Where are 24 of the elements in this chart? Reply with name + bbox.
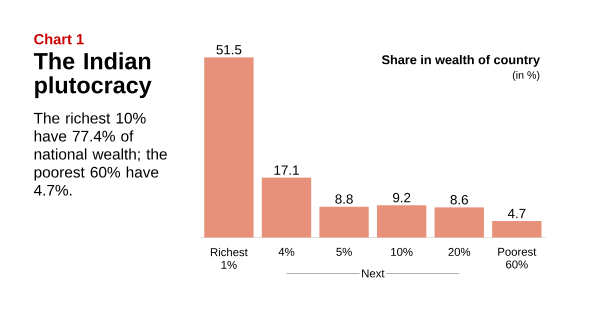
bar xyxy=(434,208,484,238)
data-label: 51.5 xyxy=(216,45,242,55)
x-tick-label: 10% xyxy=(391,248,413,256)
annotation: (in %) xyxy=(512,71,540,82)
data-label: 9.2 xyxy=(393,193,410,203)
bar xyxy=(204,58,254,238)
chart-title: The Indian plutocracy xyxy=(34,52,152,98)
annotation: Share in wealth of country xyxy=(382,55,540,68)
data-label: 4.7 xyxy=(508,209,526,218)
data-label: 8.6 xyxy=(450,195,468,205)
text: Next xyxy=(362,270,384,278)
x-tick-label: 4% xyxy=(278,248,294,256)
x-tick-label: 5% xyxy=(336,248,352,256)
x-tick-label: 20% xyxy=(448,248,470,256)
x-tick-label: Richest 1% xyxy=(210,248,248,270)
text: Chart 1 xyxy=(34,34,84,45)
bar xyxy=(376,206,426,238)
bar xyxy=(492,221,542,238)
text: The richest 10% have 77.4% of national wealth; the poorest 60% have 4.7%. xyxy=(34,112,167,196)
data-label: 8.8 xyxy=(335,194,353,204)
x-tick-label: Poorest 60% xyxy=(498,248,536,269)
bar xyxy=(262,178,312,238)
bar xyxy=(319,206,369,238)
data-label: 17.1 xyxy=(274,166,299,175)
